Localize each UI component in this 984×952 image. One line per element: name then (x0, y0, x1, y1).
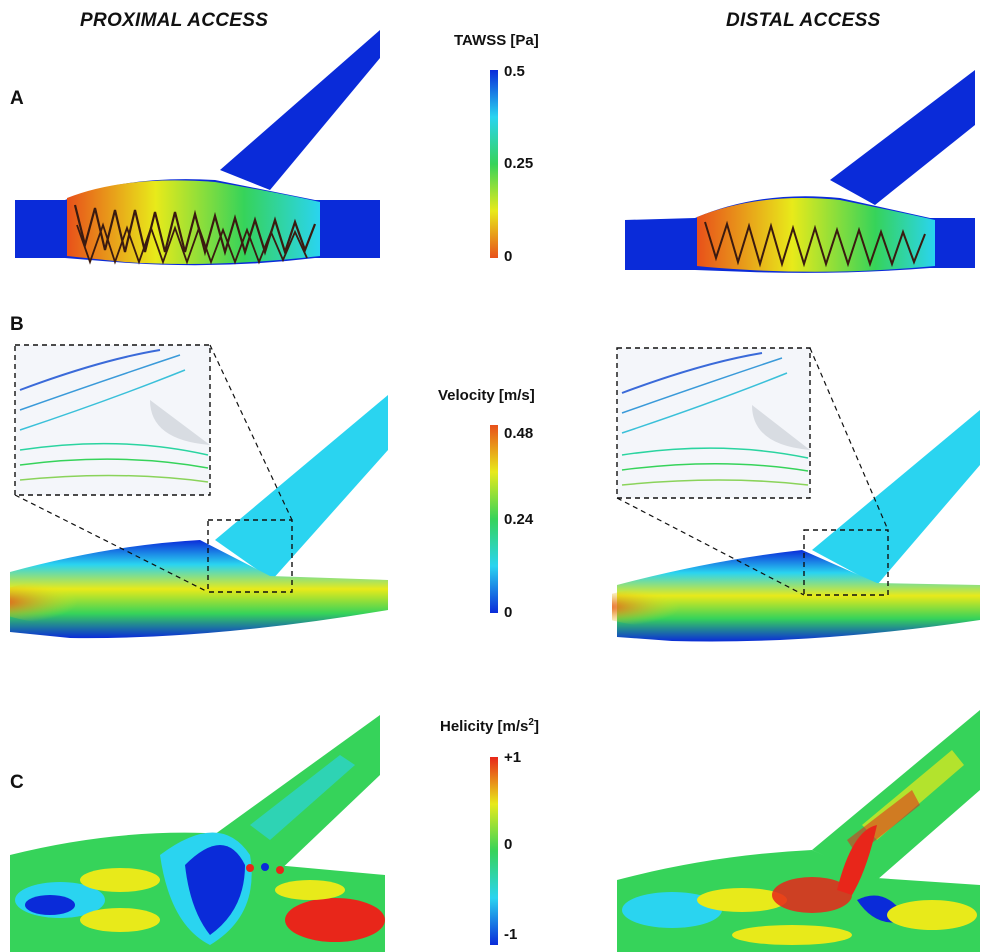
column-title-proximal: PROXIMAL ACCESS (80, 10, 269, 31)
helicity-tick-min: -1 (504, 926, 518, 943)
tawss-tick-max: 0.5 (504, 63, 525, 80)
row-label-b: B (10, 314, 24, 335)
velocity-proximal-panel (10, 340, 390, 640)
velocity-tick-mid: 0.24 (504, 511, 534, 528)
row-label-a: A (10, 88, 24, 109)
velocity-legend-title: Velocity [m/s] (438, 387, 535, 404)
tawss-proximal-panel (15, 30, 395, 270)
tawss-tick-mid: 0.25 (504, 155, 534, 172)
column-title-distal: DISTAL ACCESS (726, 10, 881, 31)
helicity-tick-max: +1 (504, 749, 522, 766)
velocity-tick-max: 0.48 (504, 425, 534, 442)
row-label-c: C (10, 772, 24, 793)
tawss-distal-panel (620, 30, 980, 275)
tawss-colorbar (490, 70, 498, 258)
helicity-colorbar (490, 757, 498, 945)
helicity-legend-title: Helicity [m/s2] (440, 717, 539, 735)
tawss-tick-min: 0 (504, 248, 513, 265)
helicity-tick-mid: 0 (504, 836, 513, 853)
velocity-colorbar (490, 425, 498, 613)
velocity-tick-min: 0 (504, 604, 513, 621)
velocity-distal-panel (612, 345, 982, 645)
tawss-legend-title: TAWSS [Pa] (454, 32, 539, 49)
helicity-proximal-panel (10, 715, 390, 952)
helicity-distal-panel (612, 710, 982, 952)
